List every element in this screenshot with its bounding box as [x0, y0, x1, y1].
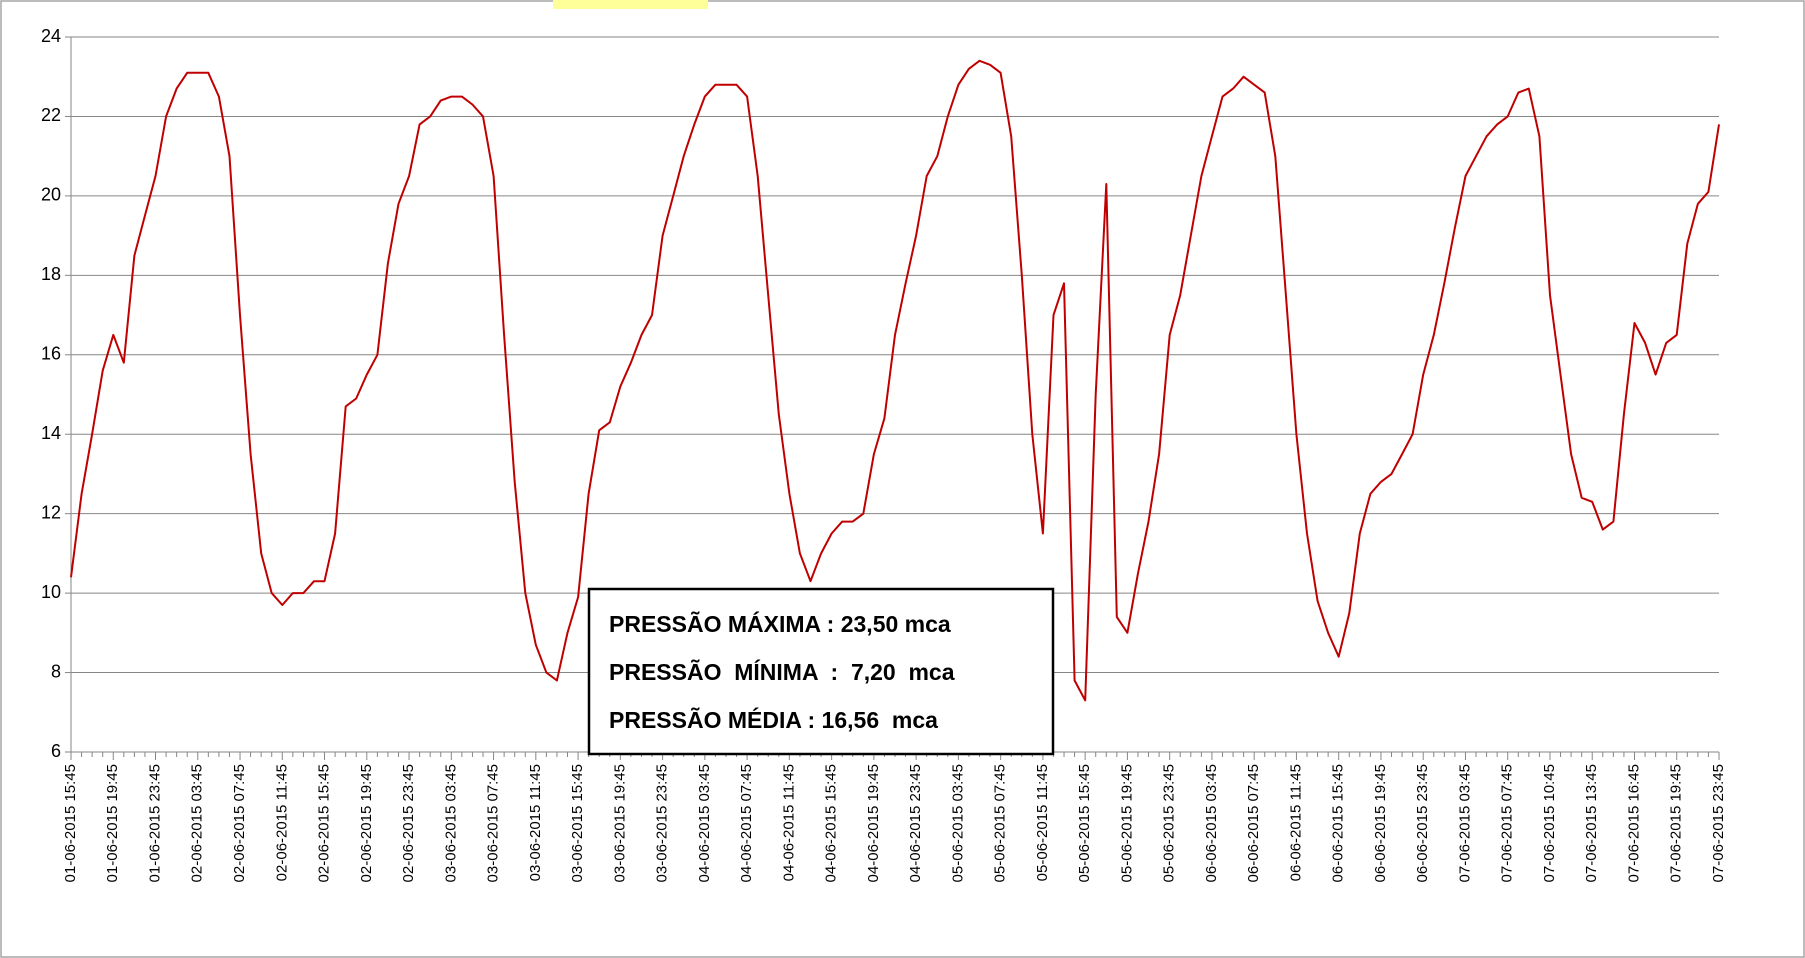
x-tick-label: 06-06-2015 07:45 [1245, 764, 1262, 882]
x-tick-label: 05-06-2015 07:45 [992, 764, 1009, 882]
x-tick-label: 05-06-2015 03:45 [949, 764, 966, 882]
y-tick-label: 24 [41, 26, 61, 46]
x-tick-label: 07-06-2015 13:45 [1583, 764, 1600, 882]
annotation-text: PRESSÃO MÍNIMA : 7,20 mca [609, 658, 955, 685]
x-tick-label: 03-06-2015 11:45 [527, 764, 544, 881]
x-tick-label: 01-06-2015 15:45 [62, 764, 79, 882]
annotation-text: PRESSÃO MÉDIA : 16,56 mca [609, 706, 938, 733]
x-tick-label: 03-06-2015 03:45 [442, 764, 459, 882]
x-tick-label: 07-06-2015 19:45 [1668, 764, 1685, 882]
y-tick-label: 12 [41, 502, 61, 522]
x-tick-label: 06-06-2015 23:45 [1414, 764, 1431, 882]
x-tick-label: 06-06-2015 19:45 [1372, 764, 1389, 882]
annotation-text: PRESSÃO MÁXIMA : 23,50 mca [609, 610, 951, 637]
x-tick-label: 07-06-2015 23:45 [1710, 764, 1727, 882]
x-tick-label: 07-06-2015 10:45 [1541, 764, 1558, 882]
annotation-box: PRESSÃO MÁXIMA : 23,50 mca PRESSÃO MÍNIMA… [587, 587, 1055, 756]
x-tick-label: 05-06-2015 15:45 [1076, 764, 1093, 882]
y-tick-label: 8 [51, 661, 61, 681]
x-tick-label: 03-06-2015 19:45 [611, 764, 628, 882]
x-tick-label: 04-06-2015 19:45 [865, 764, 882, 882]
x-tick-label: 05-06-2015 23:45 [1161, 764, 1178, 882]
x-tick-label: 06-06-2015 15:45 [1330, 764, 1347, 882]
x-tick-label: 03-06-2015 23:45 [654, 764, 671, 882]
y-tick-label: 22 [41, 105, 61, 125]
x-tick-label: 02-06-2015 15:45 [316, 764, 333, 882]
x-tick-label: 02-06-2015 03:45 [189, 764, 206, 882]
x-tick-label: 07-06-2015 03:45 [1456, 764, 1473, 882]
x-tick-label: 04-06-2015 15:45 [823, 764, 840, 882]
y-tick-label: 14 [41, 423, 61, 443]
x-tick-label: 04-06-2015 03:45 [696, 764, 713, 882]
y-tick-label: 10 [41, 582, 61, 602]
x-tick-label: 06-06-2015 11:45 [1287, 764, 1304, 881]
x-tick-label: 05-06-2015 19:45 [1118, 764, 1135, 882]
x-tick-label: 05-06-2015 11:45 [1034, 764, 1051, 881]
x-tick-label: 06-06-2015 03:45 [1203, 764, 1220, 882]
x-tick-label: 03-06-2015 15:45 [569, 764, 586, 882]
x-tick-label: 04-06-2015 23:45 [907, 764, 924, 882]
x-tick-label: 02-06-2015 11:45 [273, 764, 290, 881]
x-tick-label: 03-06-2015 07:45 [485, 764, 502, 882]
x-tick-label: 01-06-2015 23:45 [146, 764, 163, 882]
y-tick-label: 20 [41, 185, 61, 205]
y-tick-label: 6 [51, 741, 61, 761]
x-tick-label: 04-06-2015 11:45 [780, 764, 797, 881]
x-tick-label: 01-06-2015 19:45 [104, 764, 121, 882]
y-tick-label: 16 [41, 344, 61, 364]
x-tick-label: 02-06-2015 07:45 [231, 764, 248, 882]
x-tick-label: 04-06-2015 07:45 [738, 764, 755, 882]
x-tick-label: 02-06-2015 19:45 [358, 764, 375, 882]
highlight [553, 0, 708, 9]
y-tick-label: 18 [41, 264, 61, 284]
x-tick-label: 02-06-2015 23:45 [400, 764, 417, 882]
x-tick-label: 07-06-2015 16:45 [1625, 764, 1642, 882]
x-tick-label: 07-06-2015 07:45 [1499, 764, 1516, 882]
data-line [70, 59, 1720, 702]
annotation-frame [587, 587, 1055, 756]
